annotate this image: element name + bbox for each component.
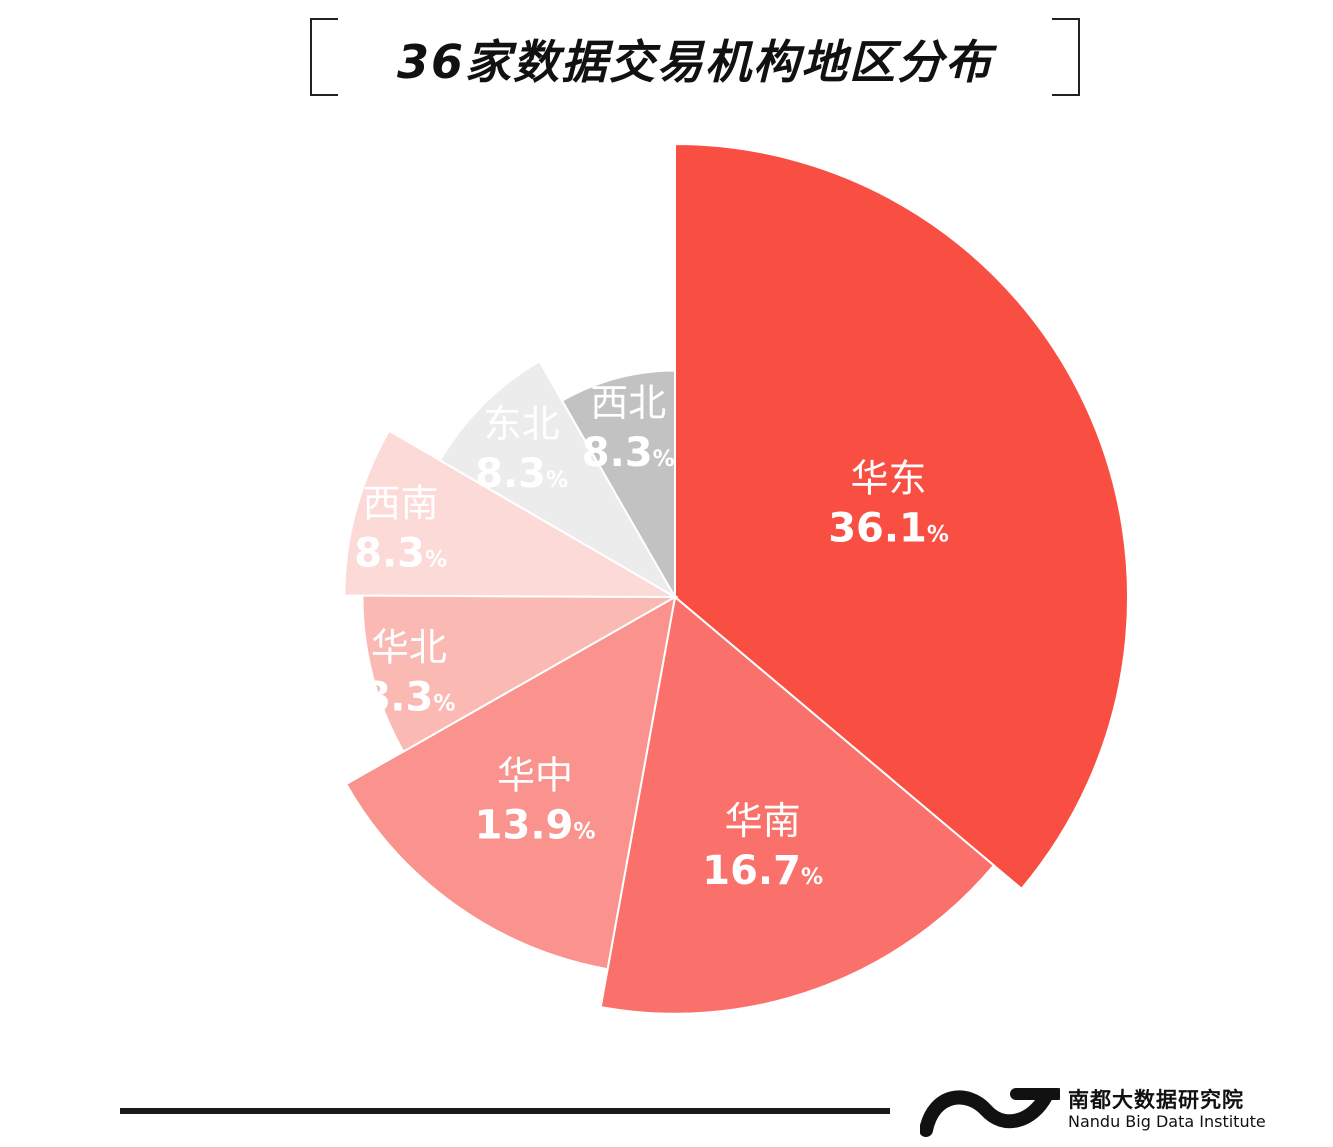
slice-label-4: 华北 8.3% <box>362 626 455 721</box>
slice-value-label: 8.3% <box>362 675 455 721</box>
slice-label-2: 华南 16.7% <box>702 799 823 894</box>
pie-slice-7 <box>560 369 676 601</box>
pie-slice-6 <box>438 360 678 600</box>
pie-slice-2 <box>599 595 996 1015</box>
title-right-bracket <box>1052 18 1080 96</box>
pie-slice-1 <box>674 142 1129 891</box>
slice-name-label: 华东 <box>851 457 927 501</box>
title-left-bracket <box>310 18 338 96</box>
institute-name-cn: 南都大数据研究院 <box>1068 1088 1244 1112</box>
pie-slice-5 <box>343 429 679 599</box>
institute-name-en: Nandu Big Data Institute <box>1068 1112 1266 1131</box>
pie-slice-3 <box>344 595 677 971</box>
slice-name-label: 华北 <box>371 626 447 670</box>
slice-value-label: 8.3% <box>475 451 568 497</box>
institute-logo: 南都大数据研究院 Nandu Big Data Institute <box>920 1080 1266 1140</box>
slice-name-label: 东北 <box>484 402 560 446</box>
slice-name-label: 华中 <box>497 754 573 798</box>
logo-wave-icon <box>920 1088 1060 1137</box>
bottom-divider <box>120 1108 890 1114</box>
slice-value-label: 16.7% <box>702 848 823 894</box>
slice-name-label: 西北 <box>590 381 666 425</box>
pie-slice-4 <box>361 594 679 753</box>
slice-name-label: 西南 <box>363 481 439 525</box>
slice-label-6: 东北 8.3% <box>475 402 568 497</box>
slice-name-label: 华南 <box>725 799 801 843</box>
chart-title: 36家数据交易机构地区分布 <box>396 35 993 89</box>
chart-title-frame: 36家数据交易机构地区分布 <box>310 18 1080 96</box>
